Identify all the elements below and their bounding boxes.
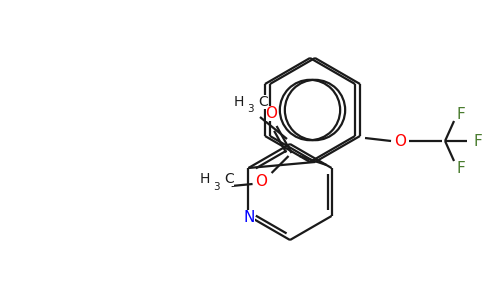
- Text: 3: 3: [247, 104, 254, 114]
- Text: O: O: [394, 134, 406, 148]
- Text: O: O: [266, 106, 277, 121]
- Text: F: F: [474, 134, 483, 148]
- Text: C: C: [258, 95, 268, 109]
- Text: N: N: [244, 209, 255, 224]
- Text: H: H: [234, 95, 244, 109]
- Text: H: H: [199, 172, 210, 186]
- Text: F: F: [457, 160, 466, 175]
- Text: O: O: [256, 173, 268, 188]
- Text: C: C: [225, 172, 234, 186]
- Text: 3: 3: [213, 182, 220, 192]
- Text: F: F: [457, 106, 466, 122]
